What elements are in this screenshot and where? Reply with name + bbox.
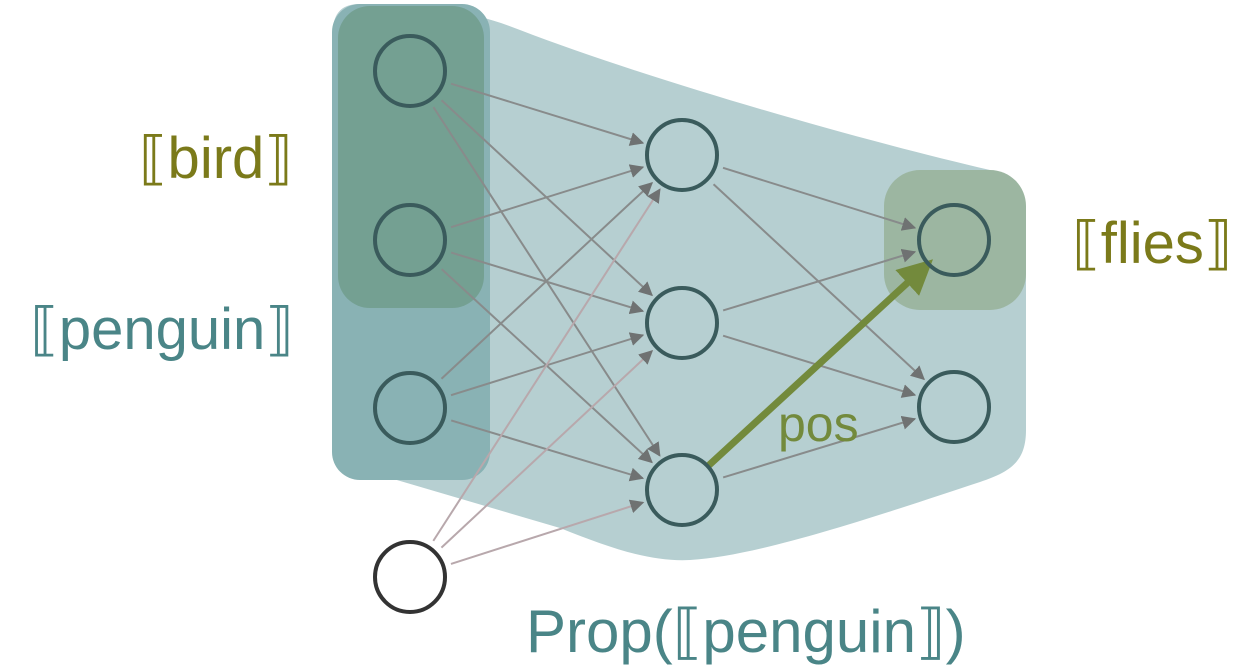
prop-penguin-label: Prop(⟦penguin⟧) <box>526 598 966 665</box>
hidden-2-node <box>645 286 719 360</box>
bird-input-group <box>338 6 484 308</box>
hidden-3-node <box>645 453 719 527</box>
nodes-layer <box>373 34 991 614</box>
hidden-1-node <box>645 118 719 192</box>
input-2-node <box>373 203 447 277</box>
edge-bias-to-hidden-3 <box>450 499 645 565</box>
edges-layer <box>432 82 925 565</box>
output-2-node <box>917 370 991 444</box>
pos-label: pos <box>778 396 859 452</box>
penguin-label: ⟦penguin⟧ <box>30 297 294 362</box>
edge-bias-to-hidden-2 <box>440 350 654 549</box>
input-3-node <box>373 371 447 445</box>
pos-edge-arrow <box>705 259 934 469</box>
edge-input-2-to-hidden-1 <box>450 164 645 229</box>
bias-node <box>373 540 447 614</box>
edge-hidden-3-to-output-2 <box>722 415 917 479</box>
input-1-node <box>373 34 447 108</box>
output-1-node <box>917 203 991 277</box>
flies-label: ⟦flies⟧ <box>1072 211 1233 276</box>
edge-input-1-to-hidden-1 <box>450 82 645 146</box>
bird-label: ⟦bird⟧ <box>139 126 293 191</box>
edge-hidden-2-to-output-1 <box>722 248 917 312</box>
edge-bias-to-hidden-1 <box>432 188 661 542</box>
prop-penguin-region <box>332 4 1026 561</box>
edge-input-3-to-hidden-1 <box>440 181 654 380</box>
edge-hidden-1-to-output-1 <box>722 166 917 231</box>
